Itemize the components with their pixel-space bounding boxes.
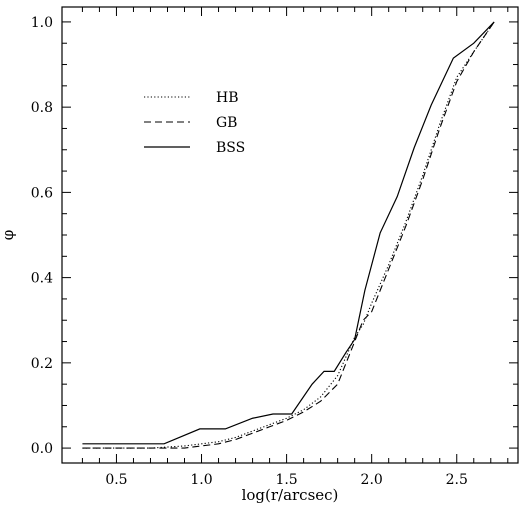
x-tick-label: 2.5 (446, 472, 468, 488)
y-tick-label: 0.2 (31, 356, 53, 372)
series-line-bss (82, 21, 495, 445)
y-tick-label: 0.4 (31, 271, 53, 287)
x-tick-label: 2.0 (361, 472, 383, 488)
y-tick-label: 0.0 (31, 441, 53, 457)
y-tick-label: 0.6 (31, 185, 53, 201)
series-line-gb (82, 21, 495, 449)
legend-label-gb: GB (216, 115, 237, 131)
y-axis-label: φ (0, 230, 17, 241)
plot-frame (61, 6, 519, 464)
series-line-hb (82, 21, 495, 449)
x-tick-label: 0.5 (105, 472, 127, 488)
x-tick-label: 1.0 (190, 472, 212, 488)
y-tick-label: 0.8 (31, 100, 53, 116)
x-axis-label: log(r/arcsec) (242, 486, 339, 504)
x-tick-label: 1.5 (275, 472, 297, 488)
legend-label-hb: HB (216, 90, 239, 106)
legend-label-bss: BSS (216, 140, 245, 156)
y-tick-label: 1.0 (31, 15, 53, 31)
